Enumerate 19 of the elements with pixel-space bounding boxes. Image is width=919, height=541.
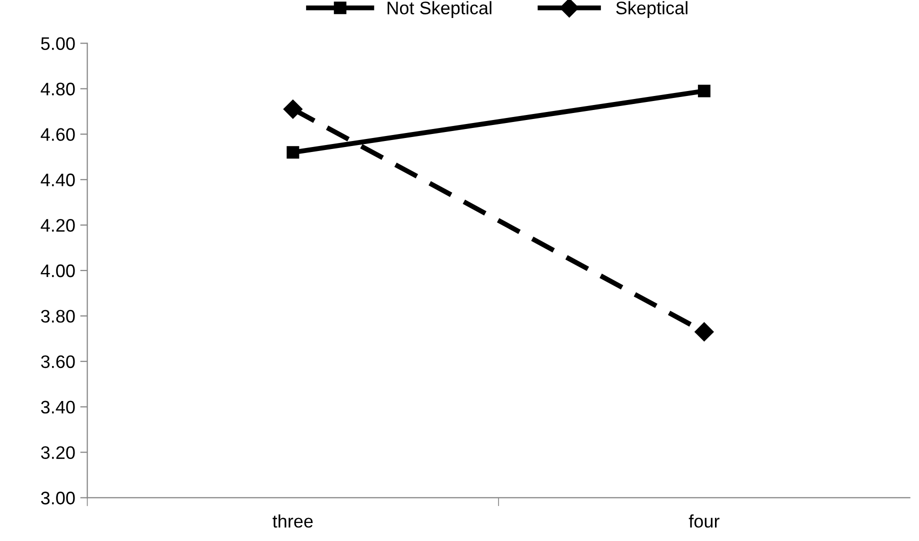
y-tick-label: 5.00	[41, 37, 75, 50]
x-tick-label: three	[272, 514, 313, 528]
point	[694, 322, 714, 342]
y-tick-label: 3.20	[41, 446, 75, 459]
y-tick-label: 3.40	[41, 400, 75, 414]
y-tick-label: 3.60	[41, 355, 75, 368]
point	[698, 84, 710, 98]
y-tick-label: 4.40	[40, 174, 75, 186]
x-tick-label: four	[688, 514, 720, 528]
y-tick-label: 4.80	[40, 82, 75, 96]
point	[283, 100, 302, 119]
legend-label: Not Skeptical	[388, 1, 492, 18]
y-tick-label: 3.00	[41, 492, 75, 504]
point	[286, 146, 300, 159]
y-tick-label: 4.60	[40, 128, 75, 141]
y-tick-label: 3.80	[41, 310, 75, 323]
y-tick-label: 4.00	[40, 264, 75, 278]
y-tick-label: 4.20	[40, 218, 75, 232]
legend-label: Skeptical	[616, 1, 688, 18]
